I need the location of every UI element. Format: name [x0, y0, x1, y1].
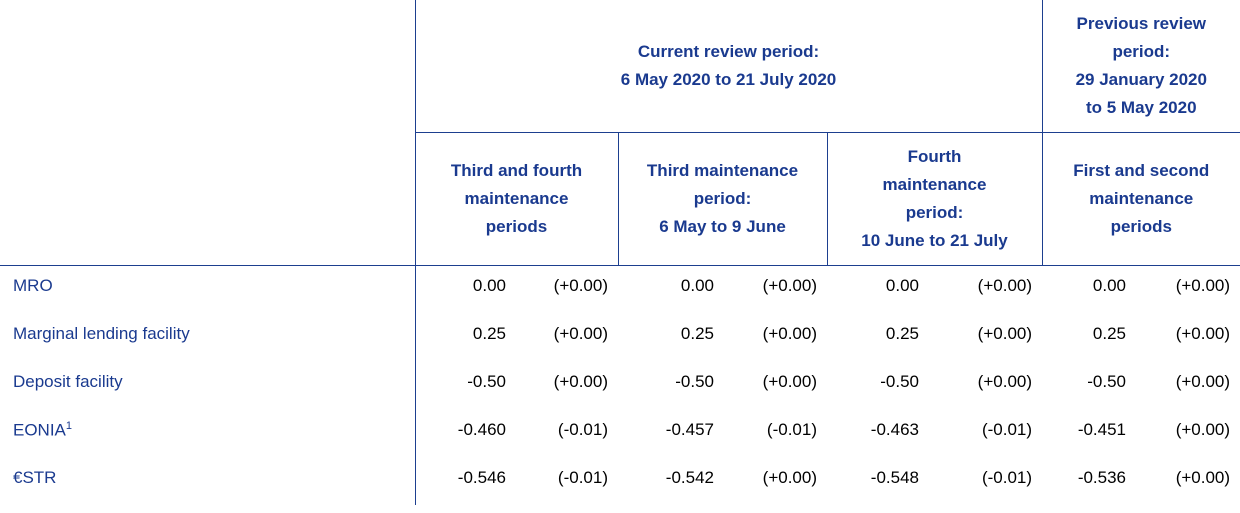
- row-label-text: EONIA: [13, 420, 66, 440]
- header-line: period:: [905, 202, 964, 222]
- column-header: Third maintenance period: 6 May to 9 June: [617, 132, 827, 266]
- header-line: to 5 May 2020: [1085, 97, 1197, 117]
- header-line: period:: [1112, 41, 1171, 61]
- change-cell: (+0.00): [762, 324, 817, 343]
- footnote-marker: 1: [65, 419, 73, 432]
- row-label-text: MRO: [13, 276, 53, 296]
- header-line: 10 June to 21 July: [861, 230, 1008, 250]
- value-cell: 0.25: [680, 324, 714, 343]
- change-cell: (+0.00): [1175, 420, 1231, 439]
- row-label-text: €STR: [13, 468, 57, 487]
- value-cell: -0.542: [665, 468, 714, 487]
- value-cell: -0.457: [665, 420, 714, 439]
- change-cell: (-0.01): [766, 420, 817, 439]
- header-line: 6 May to 9 June: [659, 216, 786, 236]
- change-cell: (+0.00): [1175, 276, 1231, 296]
- change-cell: (+0.00): [762, 276, 817, 296]
- header-line: Fourth: [907, 146, 962, 166]
- change-cell: (+0.00): [977, 372, 1033, 391]
- previous-period-header: Previous review period: 29 January 2020 to …: [1041, 0, 1240, 133]
- value-cell: 0.00: [1092, 276, 1127, 296]
- value-cell: -0.536: [1077, 468, 1127, 487]
- header-line: Third and fourth: [450, 160, 583, 180]
- value-cell: -0.546: [414, 457, 515, 505]
- change-cell: (+0.00): [762, 372, 817, 391]
- value-cell: -0.50: [675, 372, 714, 391]
- header-line: 29 January 2020: [1075, 69, 1207, 89]
- header-line: maintenance: [1089, 188, 1194, 208]
- data-row: MRO 0.00 (+0.00) 0.00 (+0.00) 0.00 (+0.00) 0.00…: [0, 265, 1240, 313]
- value-cell: -0.50: [880, 372, 919, 391]
- row-label: MRO: [0, 265, 415, 313]
- value-cell: 0.00: [885, 276, 919, 296]
- change-cell: (-0.01): [557, 468, 608, 487]
- change-cell: (+0.00): [762, 468, 817, 487]
- data-row: Deposit facility -0.50 (+0.00) -0.50 (+0.00)…: [0, 361, 1240, 409]
- column-header: Third and fourth maintenance periods: [414, 132, 618, 266]
- change-cell: (+0.00): [977, 324, 1033, 343]
- column-header: First and second maintenance periods: [1041, 132, 1240, 266]
- value-cell: -0.460: [414, 409, 515, 457]
- value-cell: 0.00: [680, 276, 714, 296]
- header-row: Current review period: 6 May 2020 to 21 J…: [0, 0, 1240, 266]
- column-header: Fourth maintenance period: 10 June to 21 Ju…: [826, 132, 1043, 266]
- row-label: Deposit facility: [0, 361, 415, 409]
- change-cell: (+0.00): [1175, 324, 1231, 343]
- value-cell: -0.50: [1087, 372, 1127, 391]
- header-line: periods: [485, 216, 548, 236]
- current-period-header: Current review period: 6 May 2020 to 21 J…: [414, 0, 1043, 133]
- value-cell: -0.463: [870, 420, 919, 439]
- change-cell: (+0.00): [977, 276, 1033, 296]
- header-line: periods: [1110, 216, 1172, 236]
- data-row: €STR -0.546 (-0.01) -0.542 (+0.00) -0.548 (-0.…: [0, 457, 1240, 505]
- row-label: Marginal lending facility: [0, 313, 415, 361]
- row-label-text: Deposit facility: [13, 372, 123, 391]
- change-cell: (+0.00): [553, 372, 608, 391]
- data-row: Marginal lending facility 0.25 (+0.00) 0.25…: [0, 313, 1240, 361]
- value-cell: -0.451: [1077, 420, 1127, 439]
- value-cell: 0.25: [414, 313, 515, 361]
- header-row: Third and fourth maintenance periods Third …: [0, 132, 1240, 266]
- change-cell: (+0.00): [1175, 468, 1231, 487]
- header-line: Current review period:: [637, 41, 820, 61]
- value-cell: 0.25: [1092, 324, 1127, 343]
- change-cell: (+0.00): [553, 276, 608, 296]
- header-line: First and second: [1073, 160, 1210, 180]
- header-line: 6 May 2020 to 21 July 2020: [620, 69, 837, 89]
- blank-cell: [0, 0, 415, 266]
- header-line: maintenance: [464, 188, 569, 208]
- change-cell: (+0.00): [553, 324, 608, 343]
- change-cell: (-0.01): [981, 420, 1033, 439]
- value-cell: 0.25: [885, 324, 919, 343]
- data-row: EONIA1 -0.460 (-0.01) -0.457 (-0.01) -0.463 (-…: [0, 409, 1240, 457]
- row-label-text: Marginal lending facility: [13, 324, 190, 343]
- row-label: EONIA1: [0, 409, 415, 457]
- value-cell: -0.50: [414, 361, 515, 409]
- change-cell: (+0.00): [1175, 372, 1231, 391]
- change-cell: (-0.01): [557, 420, 608, 439]
- header-line: Previous review: [1076, 13, 1206, 33]
- value-cell: 0.00: [414, 265, 515, 313]
- header-line: Third maintenance: [646, 160, 799, 180]
- value-cell: -0.548: [870, 468, 919, 487]
- header-line: period:: [693, 188, 752, 208]
- row-label: €STR: [0, 457, 415, 505]
- header-line: maintenance: [882, 174, 987, 194]
- change-cell: (-0.01): [981, 468, 1033, 487]
